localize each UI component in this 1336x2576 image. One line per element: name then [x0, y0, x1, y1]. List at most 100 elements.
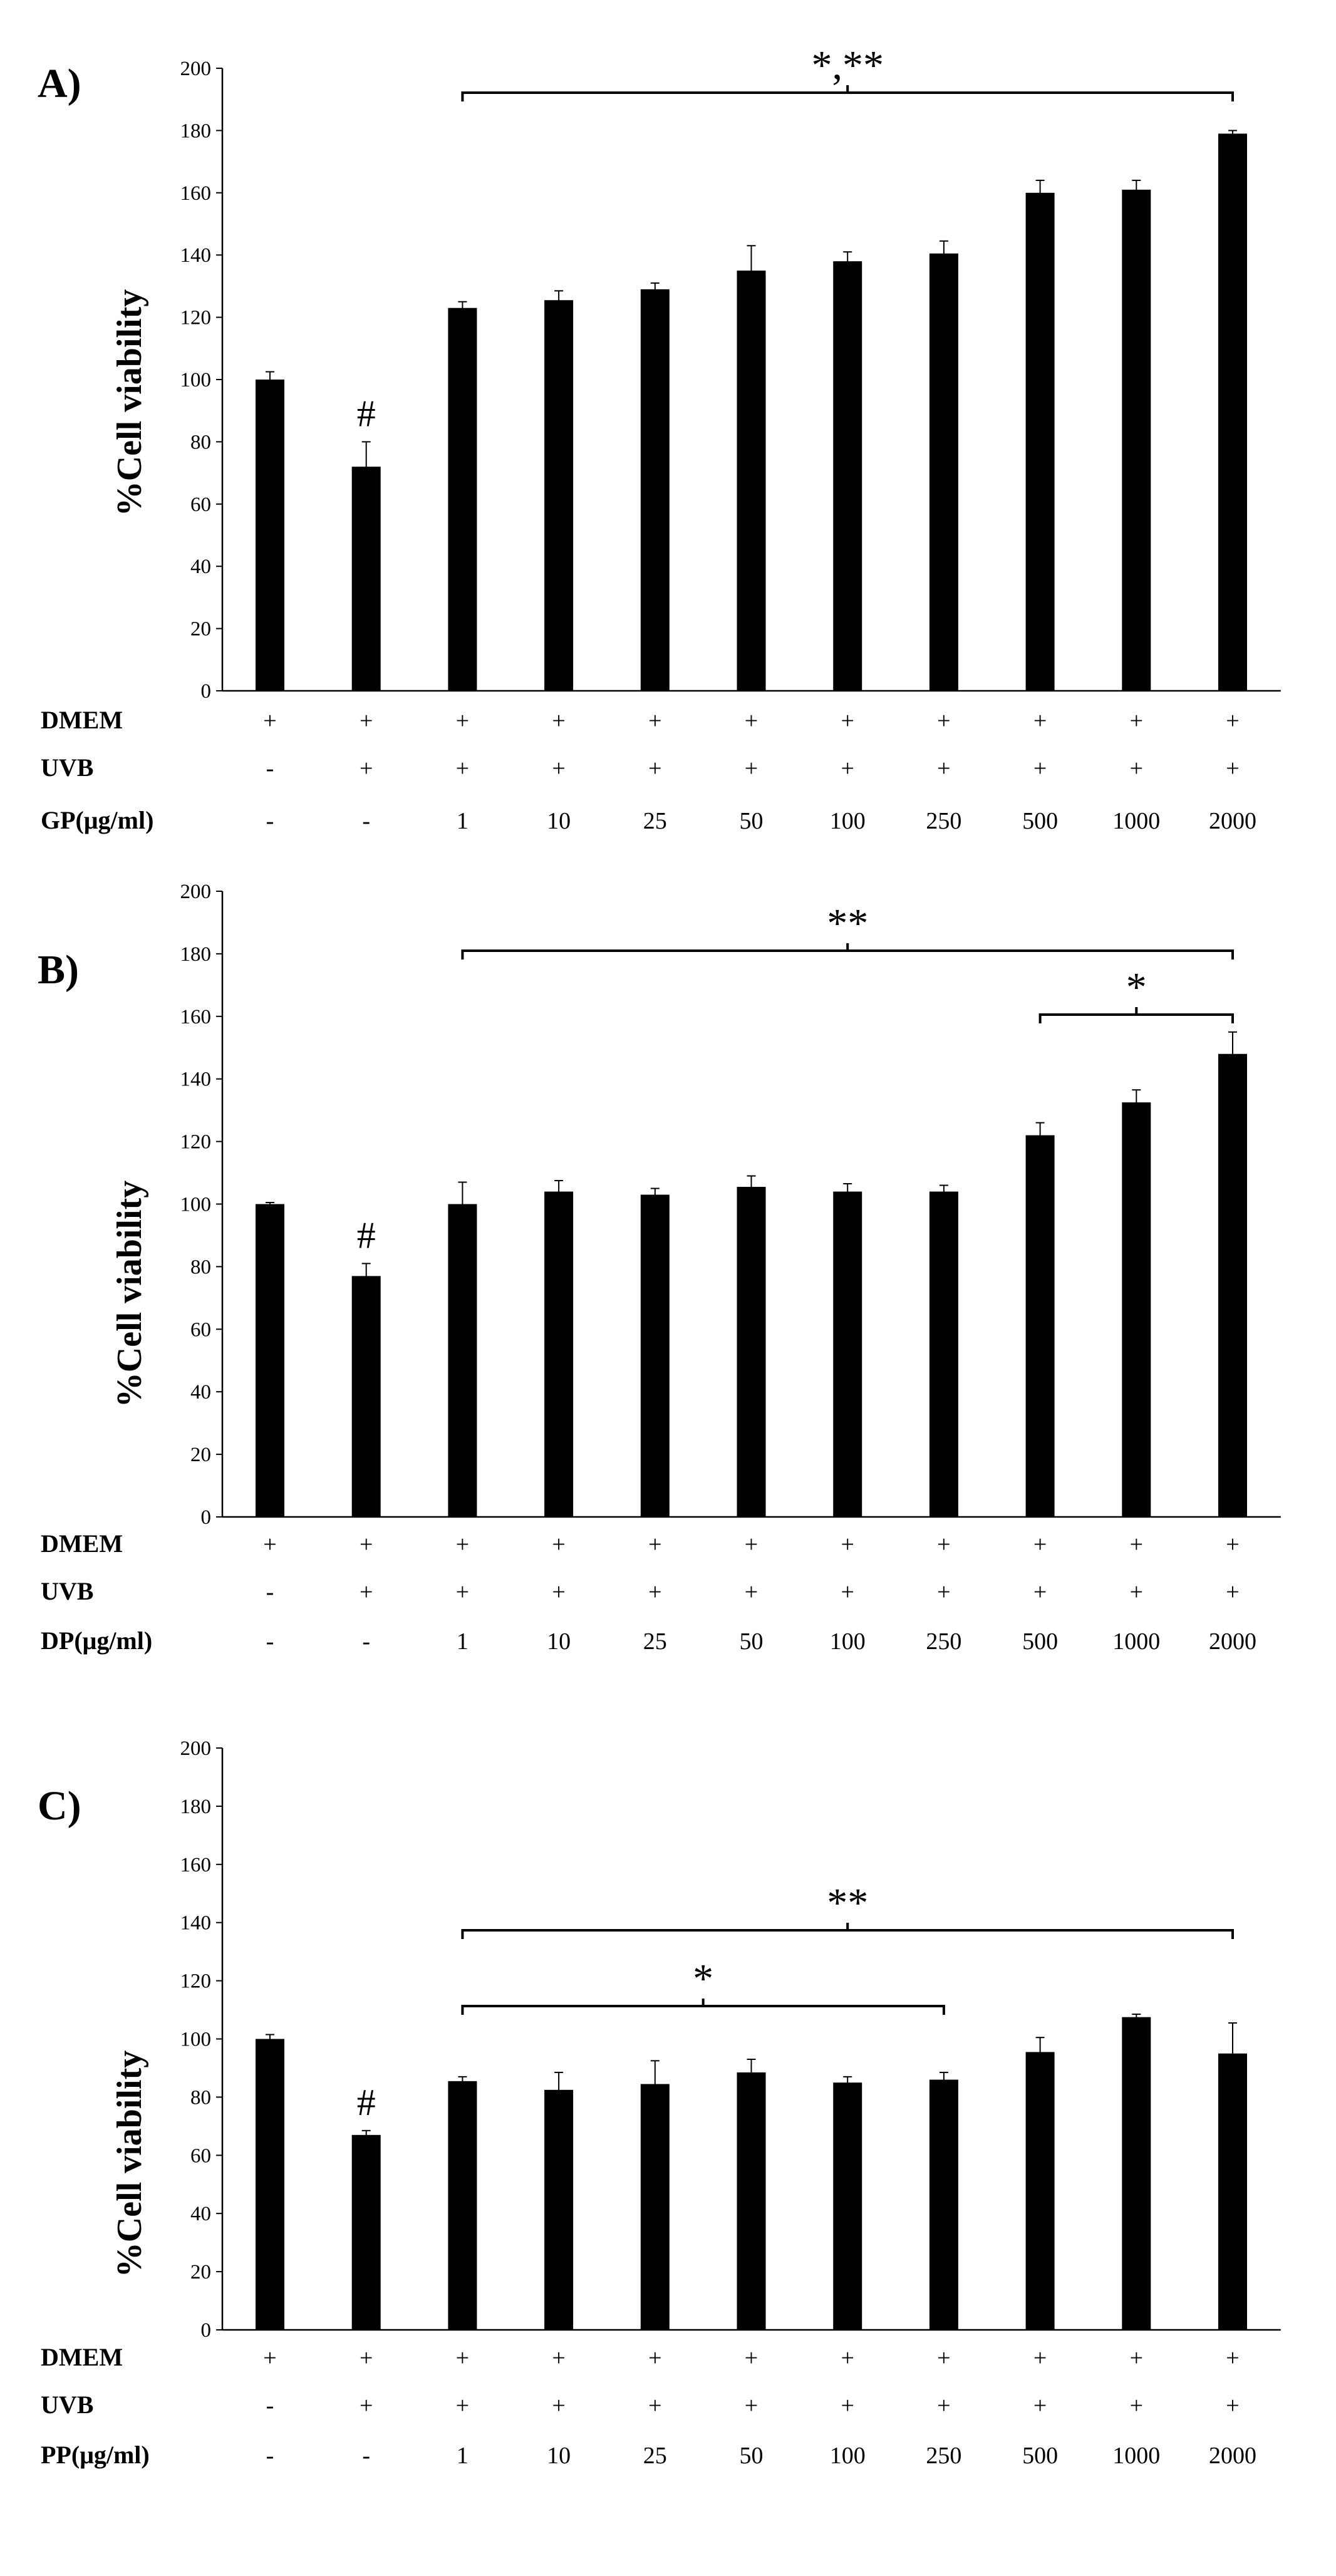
bar	[351, 467, 381, 691]
panel-b: B) %Cell viability 0 20 40 60 80 100 120 140 160…	[38, 881, 1281, 1655]
significance-label: *,**	[811, 43, 884, 88]
significance-mark: #	[357, 393, 376, 434]
y-tick-label: 160	[180, 1006, 212, 1028]
row-cell: +	[263, 1531, 276, 1558]
row-cell: +	[263, 708, 276, 734]
row-cell: +	[648, 2392, 661, 2419]
bar	[1122, 2017, 1151, 2330]
row-cell: 250	[926, 2443, 961, 2469]
y-tick-label: 200	[180, 881, 212, 903]
y-tick-label: 80	[190, 431, 211, 453]
row-cell: +	[1033, 708, 1047, 734]
bar	[640, 1194, 670, 1517]
row-cell: -	[266, 1579, 274, 1605]
y-tick-label: 20	[190, 2261, 211, 2284]
row-cell: 250	[926, 1628, 961, 1655]
bar	[833, 261, 862, 691]
row-cell: 500	[1022, 808, 1058, 834]
row-cell: +	[937, 708, 950, 734]
y-tick-label: 160	[180, 1854, 212, 1876]
row-cell: +	[745, 2345, 758, 2371]
panel-a: A) %Cell viability 0 20 40 60 80 100 120 140 160…	[38, 43, 1281, 834]
row-cell: +	[841, 1579, 854, 1605]
row-cell: +	[456, 1579, 469, 1605]
treatment-table: DMEM + + + + + + + + + + + UVB - + + + + + + + + + + PP(μg/ml) - -…	[41, 2343, 1256, 2469]
row-cell: +	[552, 2392, 565, 2419]
annotations: #***	[357, 1880, 1234, 2123]
bar	[1218, 1053, 1247, 1517]
row-cell: -	[266, 755, 274, 782]
bar	[256, 2039, 284, 2330]
significance-label: **	[827, 901, 868, 946]
row-cell: +	[841, 2392, 854, 2419]
row-cell: +	[456, 2345, 469, 2371]
error-bars	[266, 1031, 1237, 1289]
bars	[256, 1053, 1247, 1517]
significance-label: *	[693, 1956, 713, 2002]
panel-label: B)	[38, 947, 79, 993]
row-cell: 500	[1022, 2443, 1058, 2469]
panel-c: C) %Cell viability 0 20 40 60 80 100 120 140 160…	[38, 1737, 1281, 2469]
row-cell: 1000	[1112, 808, 1160, 834]
y-tick-label: 0	[201, 680, 212, 703]
bar	[1122, 1102, 1151, 1517]
y-tick-labels: 0 20 40 60 80 100 120 140 160 180 200	[180, 881, 222, 1529]
row-cell: 500	[1022, 1628, 1058, 1655]
row-cell: +	[552, 708, 565, 734]
row-cell: 10	[547, 2443, 571, 2469]
bar	[737, 271, 766, 691]
row-cell: +	[1130, 1579, 1143, 1605]
y-axis-label: %Cell viability	[110, 289, 149, 516]
bars	[256, 2017, 1247, 2330]
row-cell: +	[1033, 1579, 1047, 1605]
y-axis-label: %Cell viability	[110, 1181, 149, 1407]
bar	[256, 380, 284, 691]
bar	[1025, 192, 1055, 691]
bar	[448, 2081, 477, 2330]
row-cell: +	[937, 2392, 950, 2419]
y-tick-label: 60	[190, 1318, 211, 1341]
row-cell: +	[360, 1579, 373, 1605]
bar	[1218, 133, 1247, 691]
y-tick-label: 100	[180, 369, 212, 391]
bar	[929, 253, 958, 691]
bar	[640, 289, 670, 691]
row-cell: +	[552, 1579, 565, 1605]
y-tick-label: 140	[180, 1912, 212, 1935]
y-tick-label: 0	[201, 2319, 212, 2342]
y-tick-label: 60	[190, 2144, 211, 2167]
significance-label: **	[827, 1880, 868, 1926]
bar	[544, 1191, 574, 1517]
row-cell: +	[841, 1531, 854, 1558]
row-cell: -	[362, 1628, 370, 1655]
treatment-table: DMEM + + + + + + + + + + + UVB - + + + + + + + + + + GP(μg/ml) - -…	[41, 706, 1256, 834]
bar	[544, 2089, 574, 2330]
row-label: DP(μg/ml)	[41, 1627, 152, 1655]
row-label: DMEM	[41, 706, 123, 734]
y-tick-label: 60	[190, 494, 211, 516]
bar	[1025, 1135, 1055, 1517]
row-cell: +	[1033, 1531, 1047, 1558]
bar	[351, 1276, 381, 1517]
row-cell: +	[263, 2345, 276, 2371]
y-tick-label: 180	[180, 1796, 212, 1818]
row-cell: +	[1226, 755, 1239, 782]
row-cell: +	[456, 708, 469, 734]
row-cell: +	[648, 1579, 661, 1605]
row-cell: +	[456, 755, 469, 782]
row-cell: +	[360, 708, 373, 734]
y-tick-label: 180	[180, 120, 212, 142]
row-cell: 100	[830, 2443, 866, 2469]
row-cell: 2000	[1209, 2443, 1256, 2469]
bar	[833, 2082, 862, 2330]
row-label: GP(μg/ml)	[41, 806, 153, 834]
y-tick-label: 40	[190, 2203, 211, 2225]
row-cell: +	[360, 2345, 373, 2371]
bar	[737, 2072, 766, 2330]
significance-bracket	[461, 1923, 1234, 1939]
row-cell: +	[552, 755, 565, 782]
bar	[929, 2079, 958, 2330]
row-cell: 25	[643, 2443, 667, 2469]
bar	[448, 1204, 477, 1517]
significance-mark: #	[357, 2082, 376, 2123]
